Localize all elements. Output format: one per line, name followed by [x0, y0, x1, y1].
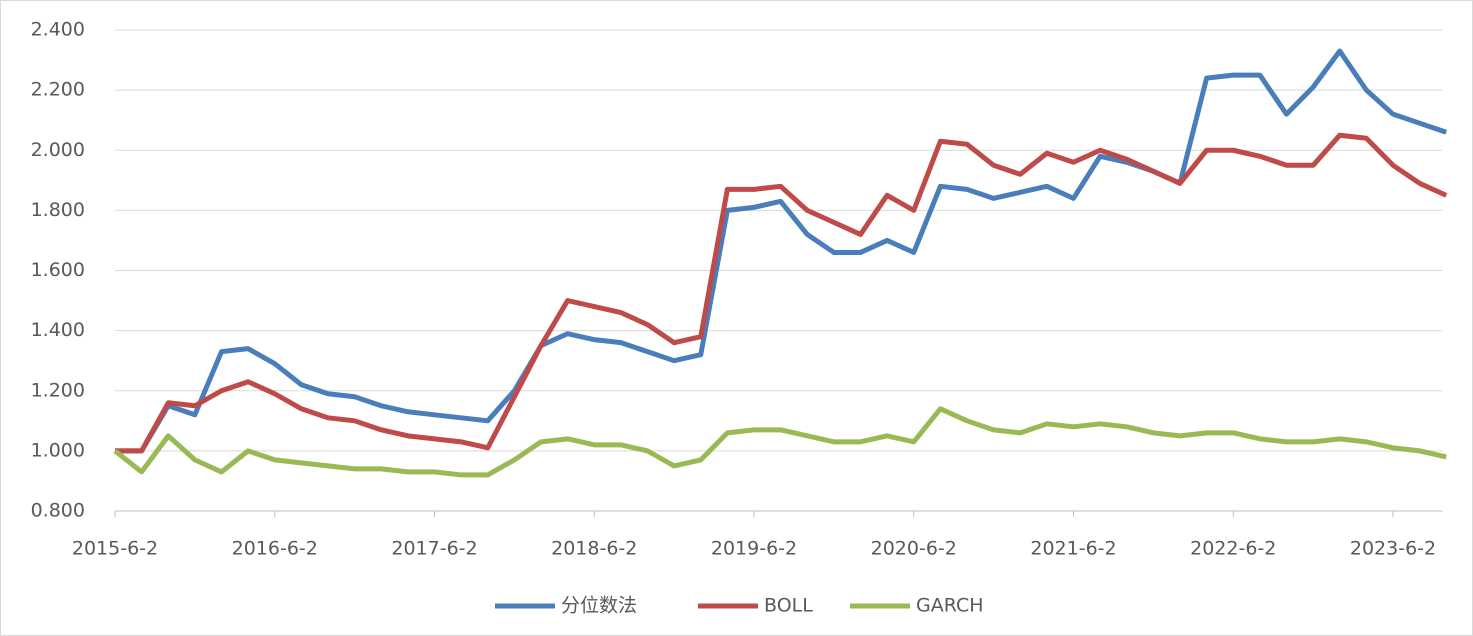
y-tick-label: 1.800 [31, 199, 85, 221]
series-line [115, 48, 1448, 454]
x-tick-label: 2021-6-2 [1030, 538, 1116, 560]
x-tick-label: 2018-6-2 [551, 538, 637, 560]
legend-label: GARCH [916, 595, 984, 617]
x-tick-label: 2016-6-2 [232, 538, 318, 560]
x-tick-label: 2020-6-2 [871, 538, 957, 560]
y-tick-label: 0.800 [31, 500, 85, 522]
y-tick-label: 1.400 [31, 319, 85, 341]
y-tick-label: 2.400 [31, 19, 85, 41]
y-tick-label: 2.200 [31, 79, 85, 101]
x-tick-label: 2023-6-2 [1350, 538, 1436, 560]
y-tick-label: 1.000 [31, 439, 85, 461]
x-tick-label: 2017-6-2 [391, 538, 477, 560]
legend-label: BOLL [764, 595, 813, 617]
series-line [115, 132, 1448, 454]
y-tick-label: 1.200 [31, 379, 85, 401]
x-tick-label: 2015-6-2 [72, 538, 158, 560]
x-tick-label: 2022-6-2 [1190, 538, 1276, 560]
x-tick-label: 2019-6-2 [711, 538, 797, 560]
y-tick-label: 2.000 [31, 139, 85, 161]
legend-label: 分位数法 [561, 595, 637, 617]
series-line [113, 406, 1447, 478]
y-tick-label: 1.600 [31, 259, 85, 281]
